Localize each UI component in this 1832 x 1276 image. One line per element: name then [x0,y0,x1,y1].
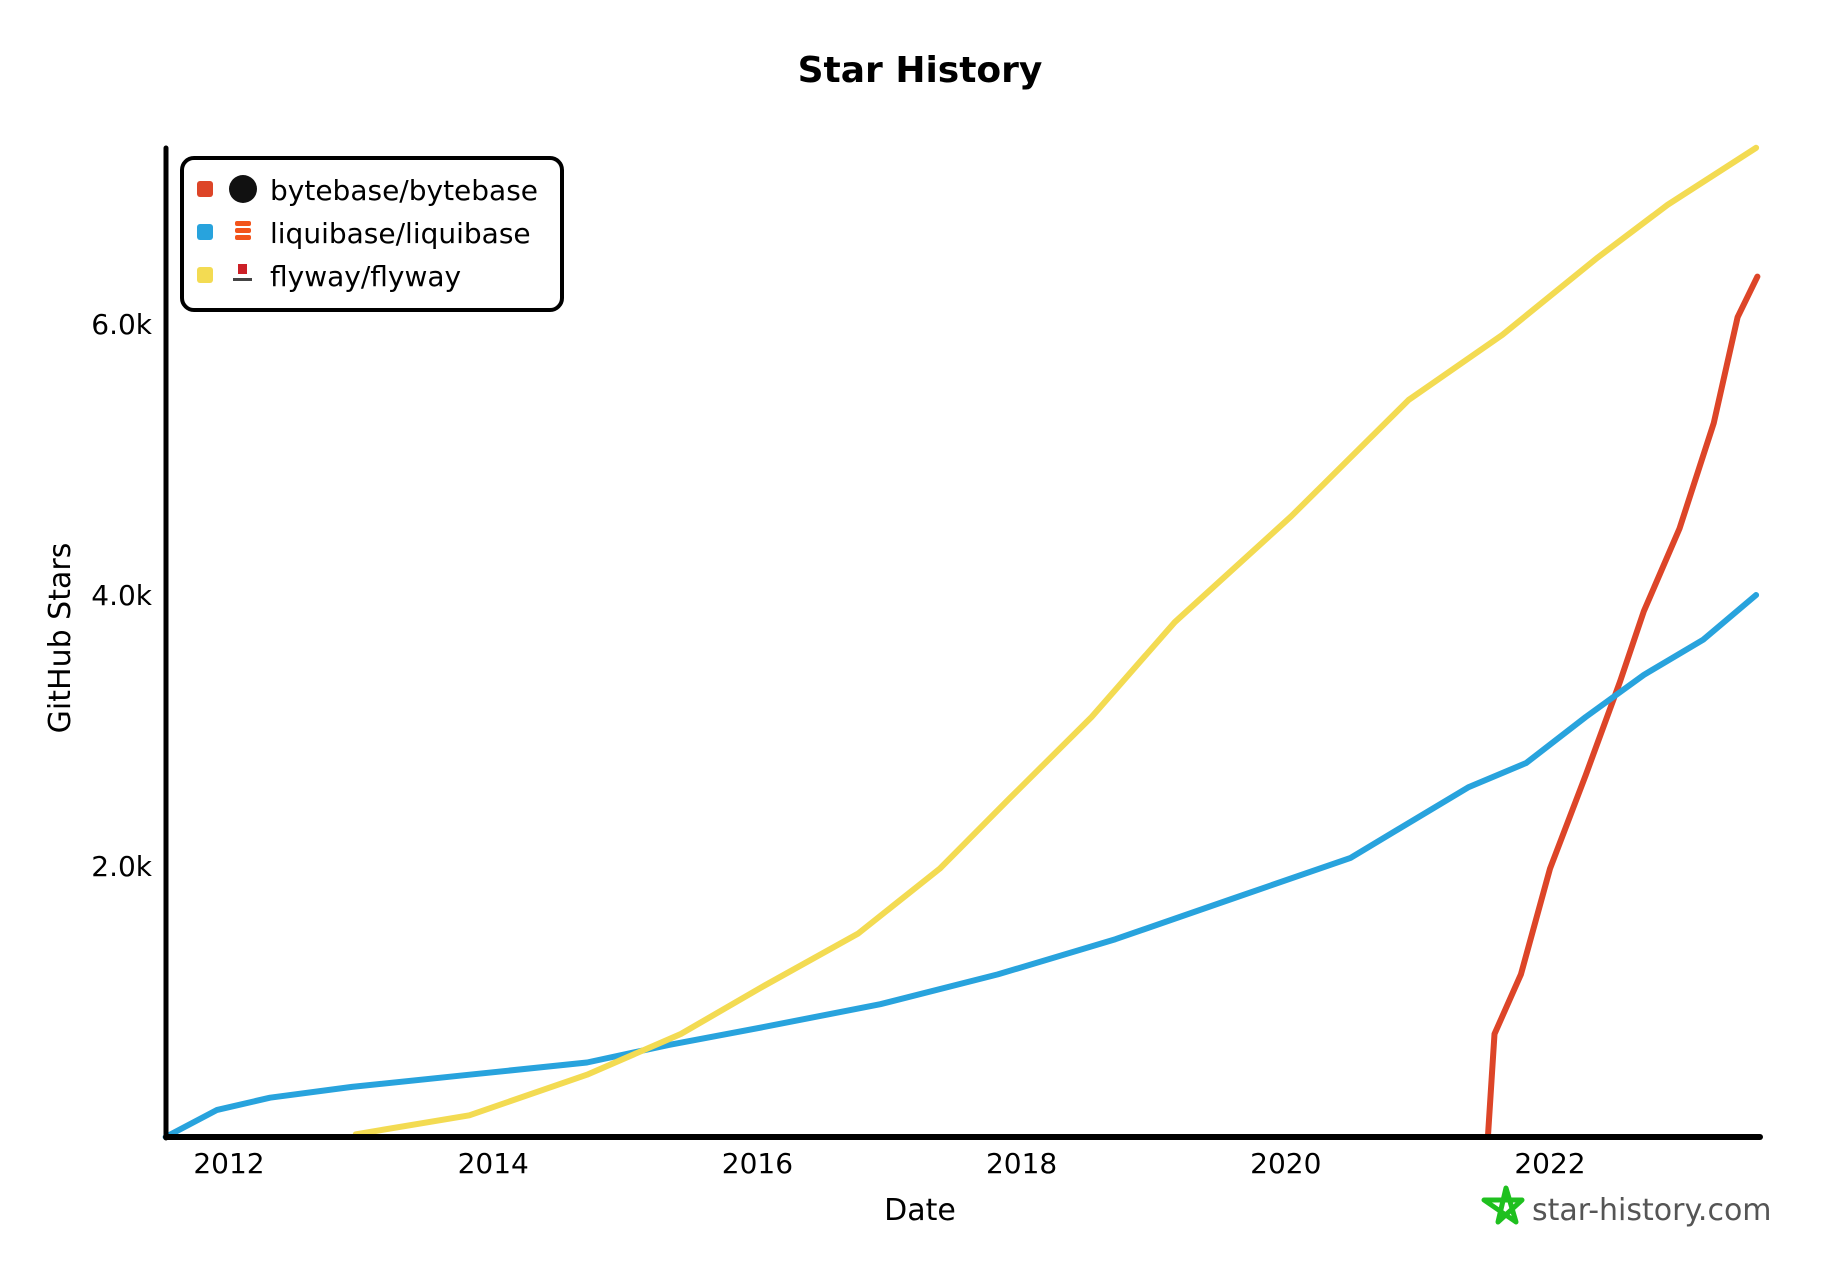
x-axis-label: Date [884,1193,956,1228]
legend-swatch [197,267,213,283]
liquibase-icon [235,221,251,240]
x-tick-label: 2018 [986,1147,1057,1180]
y-tick-labels: 2.0k 4.0k 6.0k [91,308,153,883]
star-icon [1481,1185,1525,1225]
x-tick-label: 2012 [193,1147,264,1180]
x-tick-label: 2014 [458,1147,529,1180]
legend-label: flyway/flyway [270,260,461,293]
y-tick-label: 6.0k [91,308,153,341]
series-line-liquibase [162,592,1760,1140]
legend: bytebase/bytebase liquibase/liquibase flyw… [180,156,564,312]
x-tick-labels: 2012 2014 2016 2018 2020 2022 [193,1147,1585,1180]
watermark[interactable]: star-history.com [1481,1185,1772,1228]
legend-box [180,156,564,312]
x-tick-label: 2016 [722,1147,793,1180]
github-icon [229,175,257,203]
series-lines [162,144,1761,1140]
x-tick-label: 2020 [1250,1147,1321,1180]
legend-label: liquibase/liquibase [270,217,531,250]
watermark-text: star-history.com [1532,1193,1772,1228]
legend-label: bytebase/bytebase [270,174,538,207]
y-tick-label: 4.0k [91,579,153,612]
y-tick-label: 2.0k [91,850,153,883]
series-line-bytebase [1484,273,1761,1140]
legend-swatch [197,224,213,240]
legend-swatch [197,181,213,197]
series-line-flyway [352,144,1760,1138]
y-axis-label: GitHub Stars [43,543,78,734]
chart-title: Star History [798,50,1043,91]
x-tick-label: 2022 [1514,1147,1585,1180]
flyway-icon [233,264,252,281]
